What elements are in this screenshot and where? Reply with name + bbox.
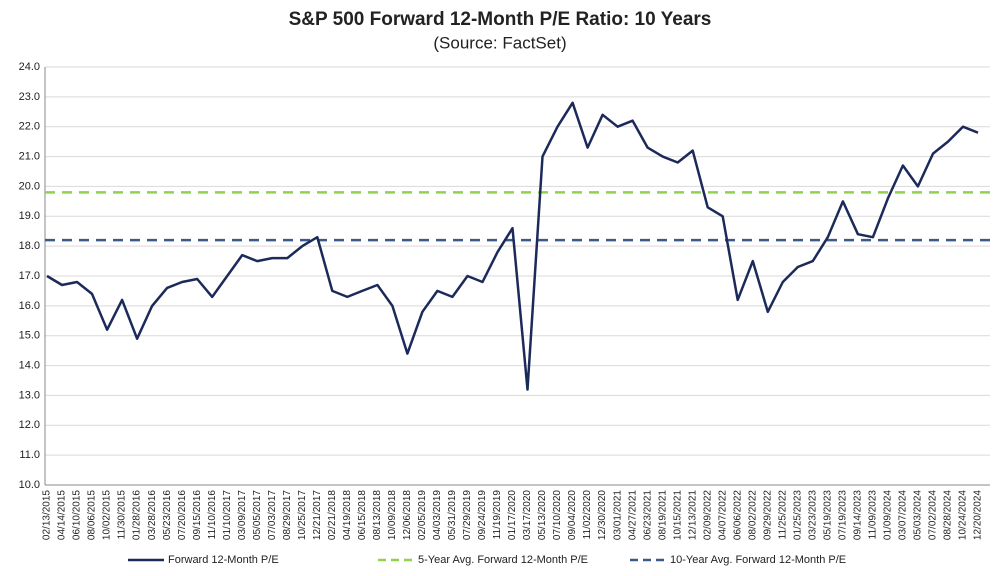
y-tick-label: 10.0 — [19, 479, 40, 491]
x-tick-label: 01/25/2023 — [792, 490, 803, 540]
y-tick-label: 11.0 — [19, 449, 40, 461]
y-tick-label: 21.0 — [19, 150, 40, 162]
x-tick-label: 04/27/2021 — [627, 490, 638, 540]
x-tick-label: 03/07/2024 — [898, 490, 909, 540]
legend-label: 10-Year Avg. Forward 12-Month P/E — [670, 554, 846, 566]
x-tick-label: 05/23/2016 — [162, 490, 173, 540]
x-tick-label: 10/25/2017 — [297, 490, 308, 540]
x-tick-label: 11/19/2019 — [492, 490, 503, 540]
x-tick-label: 04/19/2018 — [342, 490, 353, 540]
y-tick-label: 22.0 — [19, 121, 40, 133]
x-tick-label: 04/07/2022 — [717, 490, 728, 540]
x-tick-label: 12/13/2021 — [687, 490, 698, 540]
x-tick-label: 11/10/2016 — [207, 490, 218, 540]
y-tick-label: 19.0 — [19, 210, 40, 222]
y-tick-label: 15.0 — [19, 330, 40, 342]
x-tick-label: 06/23/2021 — [642, 490, 653, 540]
x-tick-label: 01/10/2017 — [222, 490, 233, 540]
x-tick-label: 10/02/2015 — [102, 490, 113, 540]
x-tick-label: 02/13/2015 — [42, 490, 53, 540]
x-tick-label: 08/06/2015 — [87, 490, 98, 540]
x-tick-label: 12/30/2020 — [597, 490, 608, 540]
x-tick-label: 08/29/2017 — [282, 490, 293, 540]
x-tick-label: 05/03/2024 — [913, 490, 924, 540]
chart-subtitle: (Source: FactSet) — [433, 33, 566, 52]
x-tick-label: 05/05/2017 — [252, 490, 263, 540]
x-tick-label: 12/20/2024 — [973, 490, 984, 540]
x-tick-label: 01/28/2016 — [132, 490, 143, 540]
x-tick-label: 07/20/2016 — [177, 490, 188, 540]
x-tick-label: 01/17/2020 — [507, 490, 518, 540]
x-tick-label: 02/05/2019 — [417, 490, 428, 540]
x-tick-label: 07/29/2019 — [462, 490, 473, 540]
x-tick-label: 09/04/2020 — [567, 490, 578, 540]
x-tick-label: 08/19/2021 — [657, 490, 668, 540]
x-tick-label: 07/02/2024 — [928, 490, 939, 540]
y-tick-label: 23.0 — [19, 91, 40, 103]
x-tick-label: 06/10/2015 — [72, 490, 83, 540]
y-tick-label: 17.0 — [19, 270, 40, 282]
x-tick-label: 03/28/2016 — [147, 490, 158, 540]
legend-label: 5-Year Avg. Forward 12-Month P/E — [418, 554, 588, 566]
x-tick-label: 08/28/2024 — [943, 490, 954, 540]
x-tick-label: 09/14/2023 — [853, 490, 864, 540]
x-tick-label: 06/15/2018 — [357, 490, 368, 540]
x-tick-label: 09/29/2022 — [762, 490, 773, 540]
x-tick-label: 09/15/2016 — [192, 490, 203, 540]
x-tick-label: 11/25/2022 — [777, 490, 788, 540]
x-tick-label: 01/09/2024 — [883, 490, 894, 540]
x-tick-label: 06/06/2022 — [732, 490, 743, 540]
x-tick-label: 03/01/2021 — [612, 490, 623, 540]
y-tick-label: 13.0 — [19, 389, 40, 401]
x-tick-label: 07/19/2023 — [837, 490, 848, 540]
y-tick-label: 20.0 — [19, 180, 40, 192]
data-line — [46, 101, 979, 391]
x-tick-label: 08/13/2018 — [372, 490, 383, 540]
x-tick-label: 07/03/2017 — [267, 490, 278, 540]
x-tick-label: 03/09/2017 — [237, 490, 248, 540]
y-tick-label: 18.0 — [19, 240, 40, 252]
x-tick-label: 05/13/2020 — [537, 490, 548, 540]
x-tick-label: 11/02/2020 — [582, 490, 593, 540]
x-tick-label: 05/31/2019 — [447, 490, 458, 540]
y-tick-label: 14.0 — [19, 359, 40, 371]
x-tick-label: 09/24/2019 — [477, 490, 488, 540]
x-tick-label: 10/24/2024 — [958, 490, 969, 540]
y-tick-label: 16.0 — [19, 300, 40, 312]
x-tick-label: 04/03/2019 — [432, 490, 443, 540]
x-tick-label: 02/21/2018 — [327, 490, 338, 540]
chart-title: S&P 500 Forward 12-Month P/E Ratio: 10 Y… — [289, 9, 712, 30]
x-tick-label: 03/23/2023 — [807, 490, 818, 540]
x-tick-label: 08/02/2022 — [747, 490, 758, 540]
y-tick-label: 12.0 — [19, 419, 40, 431]
x-tick-label: 12/06/2018 — [402, 490, 413, 540]
x-tick-label: 07/10/2020 — [552, 490, 563, 540]
x-tick-label: 02/09/2022 — [702, 490, 713, 540]
y-tick-label: 24.0 — [19, 61, 40, 73]
x-tick-label: 11/30/2015 — [117, 490, 128, 540]
x-tick-label: 04/14/2015 — [57, 490, 68, 540]
x-tick-label: 03/17/2020 — [522, 490, 533, 540]
x-tick-label: 12/21/2017 — [312, 490, 323, 540]
legend-label: Forward 12-Month P/E — [168, 554, 279, 566]
x-tick-label: 05/19/2023 — [822, 490, 833, 540]
x-tick-label: 10/15/2021 — [672, 490, 683, 540]
x-tick-label: 10/09/2018 — [387, 490, 398, 540]
x-tick-label: 11/09/2023 — [868, 490, 879, 540]
